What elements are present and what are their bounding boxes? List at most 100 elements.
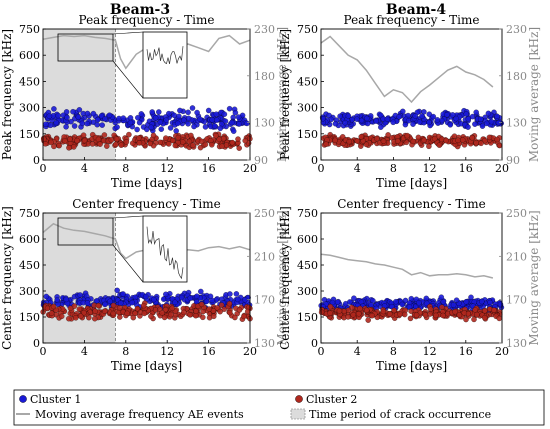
beam4-center-cluster1-point — [438, 294, 445, 300]
beam3-center-cluster2-point — [244, 308, 251, 315]
beam3-center-cluster2-point — [162, 306, 169, 313]
beam3-peak-cluster2-point — [101, 132, 108, 138]
beam3-peak-cluster1-point — [236, 121, 242, 127]
beam3-peak-cluster1-point — [102, 116, 108, 122]
beam4-center-cluster2-point — [345, 314, 351, 320]
beam4-center-cluster2-point — [413, 312, 420, 318]
beam4-center-cluster1-point — [463, 299, 469, 305]
beam4-peak-cluster1-point — [465, 116, 472, 122]
beam3-peak-cluster1-point — [230, 128, 237, 134]
beam4-peak-cluster1-point — [483, 120, 490, 127]
beam3-center-cluster1-point — [143, 293, 149, 300]
beam3-peak-cluster2-point — [56, 142, 62, 149]
beam3-peak-ytick-label: 600 — [19, 49, 40, 62]
beam4-peak-title: Peak frequency - Time — [344, 13, 480, 27]
beam3-center-inset-connector — [112, 215, 144, 219]
beam4-center-cluster2-point — [471, 316, 477, 323]
beam3-peak-cluster2-point — [123, 139, 130, 145]
beam3-peak-ylabel-right: Moving average [kHz] — [275, 27, 289, 162]
beam3-center-cluster1-point — [187, 295, 194, 301]
beam3-peak-cluster2-point — [71, 144, 77, 150]
beam4-center-ytick-label: 150 — [297, 311, 318, 324]
beam4-peak-moving-average-line — [320, 35, 494, 104]
beam4-peak-cluster1-point — [473, 109, 479, 116]
beam3-peak-cluster1-point — [152, 115, 159, 121]
beam3-peak-cluster2-point — [62, 138, 68, 144]
beam4-peak-cluster2-point — [410, 138, 417, 145]
beam3-center-cluster2-point — [159, 310, 165, 316]
beam4-center-cluster2-point — [327, 310, 333, 316]
beam4-peak-cluster1-point — [465, 124, 471, 130]
beam3-center-cluster2-point — [76, 306, 83, 312]
beam4-center-cluster1-point — [468, 294, 474, 301]
beam4-center-cluster2-point — [365, 317, 371, 323]
beam3-center-cluster2-point — [226, 300, 233, 307]
beam3-peak-cluster2-point — [95, 136, 102, 143]
legend-frame — [13, 389, 545, 426]
beam4-center-cluster2-point — [327, 303, 334, 310]
beam4-peak-cluster1-point — [426, 111, 433, 117]
beam3-center-crack-shade — [43, 213, 116, 343]
beam3-peak-cluster1-point — [47, 122, 54, 129]
beam4-center-xtick-label: 0 — [318, 345, 325, 358]
beam3-peak-ytick-label: 450 — [19, 75, 40, 88]
beam4-peak-cluster1-point — [364, 120, 371, 127]
beam3-peak-cluster1-point — [211, 123, 218, 129]
beam3-peak-ylabel: Peak frequency [kHz] — [0, 29, 14, 160]
beam3-peak-cluster2-point — [216, 136, 223, 143]
beam3-center-cluster2-point — [218, 302, 225, 308]
beam3-center-ytick-label: 300 — [19, 285, 40, 298]
beam4-center-ytick-label: 750 — [297, 207, 318, 220]
beam4-center-xtick-label: 20 — [495, 345, 509, 358]
beam3-peak-ytick-right-label: 130 — [254, 117, 275, 130]
beam3-center-zoom-region — [57, 217, 114, 246]
beam4-peak-ytick-label: 150 — [297, 128, 318, 141]
beam3-center-cluster1-point — [178, 294, 185, 301]
beam3-peak-cluster1-point — [84, 110, 91, 117]
beam4-center-cluster2-point — [363, 307, 370, 313]
beam4-center-ytick-label: 300 — [297, 285, 318, 298]
beam3-peak-cluster1-point — [205, 107, 212, 114]
beam3-center-cluster2-point — [236, 307, 243, 313]
beam3-center-inset-connector — [112, 244, 144, 283]
beam3-center-cluster1-point — [84, 300, 91, 306]
beam3-center-plot-frame — [42, 212, 251, 344]
beam3-center-inset-box — [142, 215, 188, 283]
beam3-center-panel: 0 4 8 12 16 200150300450600750130170210250Cen… — [0, 197, 289, 373]
beam4-peak-cluster2-point — [494, 136, 500, 143]
beam3-peak-cluster2-point — [209, 142, 215, 148]
beam3-peak-cluster1-point — [244, 120, 250, 127]
beam4-center-cluster2-point — [350, 312, 357, 318]
beam4-peak-xtick-label: 8 — [390, 162, 397, 175]
beam3-center-cluster2-point — [110, 310, 117, 317]
beam3-peak-inset-connector — [112, 31, 144, 35]
beam4-peak-xtick-label: 20 — [495, 162, 509, 175]
beam4-center-moving-average-line — [320, 253, 494, 279]
legend-cluster1-label: Cluster 1 — [30, 393, 81, 406]
beam4-center-cluster2-point — [397, 311, 403, 317]
beam3-center-xlabel: Time [days] — [111, 359, 182, 373]
beam3-peak-cluster1-point — [157, 119, 164, 126]
beam4-center-cluster2-point — [474, 311, 480, 318]
beam3-peak-cluster1-point — [114, 124, 120, 130]
beam4-peak-cluster1-point — [430, 113, 437, 120]
beam4-center-ytick-right-label: 130 — [506, 337, 527, 350]
beam3-peak-xtick-label: 16 — [202, 162, 216, 175]
beam4-center-cluster2-point — [481, 314, 488, 321]
beam4-peak-cluster1-point — [364, 115, 370, 122]
beam4-center-cluster2-point — [461, 310, 468, 316]
beam4-peak-cluster1-point — [410, 121, 416, 127]
beam4-peak-cluster2-point — [443, 137, 449, 144]
beam4-center-cluster2-point — [336, 308, 343, 314]
beam3-peak-cluster2-point — [66, 145, 72, 151]
beam4-peak-cluster2-point — [421, 137, 427, 143]
beam3-center-ytick-label: 0 — [33, 337, 40, 350]
beam3-peak-cluster1-point — [46, 113, 53, 119]
beam3-center-cluster1-point — [203, 298, 210, 305]
beam4-peak-cluster1-point — [479, 123, 486, 129]
beam4-center-cluster2-point — [440, 312, 446, 319]
beam3-center-cluster1-point — [117, 300, 124, 306]
beam3-center-cluster1-point — [227, 291, 233, 297]
beam3-center-xtick-label: 0 — [40, 345, 47, 358]
